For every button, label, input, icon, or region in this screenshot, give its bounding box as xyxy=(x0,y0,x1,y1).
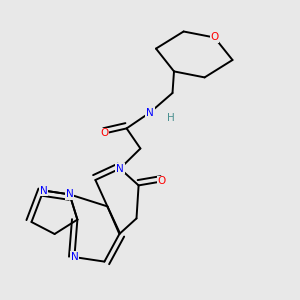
Text: H: H xyxy=(167,112,174,123)
Text: N: N xyxy=(66,189,74,200)
Text: N: N xyxy=(70,252,78,262)
Text: N: N xyxy=(116,164,124,174)
Text: N: N xyxy=(40,185,47,196)
Text: O: O xyxy=(100,128,109,139)
Text: O: O xyxy=(210,32,219,43)
Text: N: N xyxy=(146,107,154,118)
Text: O: O xyxy=(157,176,166,187)
